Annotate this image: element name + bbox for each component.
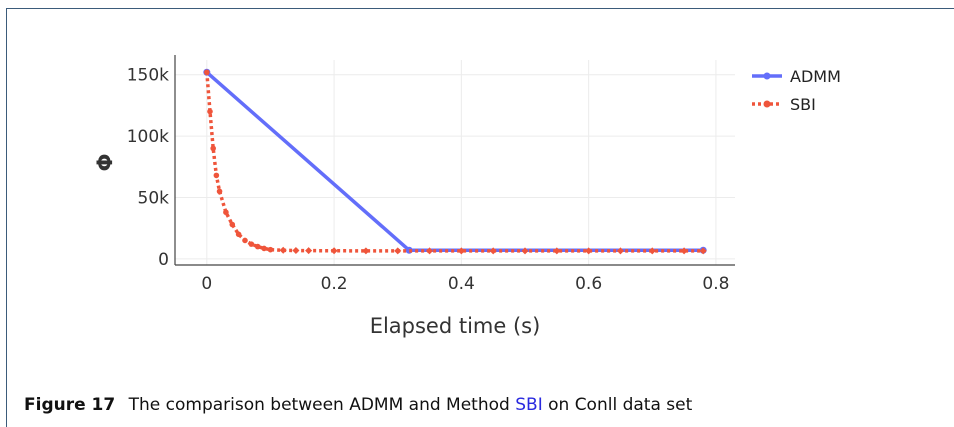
point-sbi-0 <box>204 69 210 76</box>
x-tick-label-0: 0 <box>201 274 212 294</box>
tick-labels: 0 0.2 0.4 0.6 0.8 0 50k 100k 150k <box>127 66 730 294</box>
point-sbi-14 <box>292 246 300 255</box>
point-sbi-6 <box>229 221 236 228</box>
legend-label-admm: ADMM <box>790 67 841 86</box>
point-sbi-5 <box>223 209 229 216</box>
x-tick-label-3: 0.6 <box>575 274 602 294</box>
point-sbi-4 <box>216 188 223 195</box>
point-sbi-28 <box>699 247 707 255</box>
point-sbi-23 <box>553 247 561 255</box>
point-sbi-22 <box>521 247 529 255</box>
y-tick-label-1: 50k <box>138 188 170 208</box>
point-sbi-21 <box>489 247 497 255</box>
figure-frame <box>6 8 954 427</box>
point-sbi-9 <box>248 241 255 247</box>
point-sbi-26 <box>648 247 656 255</box>
y-axis-title: Φ <box>93 154 117 172</box>
point-sbi-8 <box>242 237 248 244</box>
point-sbi-27 <box>680 247 688 255</box>
point-sbi-17 <box>362 247 370 255</box>
point-sbi-3 <box>213 172 220 179</box>
y-tick-label-0: 0 <box>158 250 169 270</box>
legend-label-sbi: SBI <box>790 95 816 114</box>
point-sbi-20 <box>457 247 465 255</box>
caption-text-before: The comparison between ADMM and Method <box>128 395 510 415</box>
point-sbi-24 <box>585 247 593 255</box>
point-sbi-2 <box>210 145 216 152</box>
y-tick-label-3: 150k <box>127 66 169 86</box>
point-sbi-10 <box>254 243 261 250</box>
point-sbi-11 <box>261 245 267 252</box>
caption-text-after: on Conll data set <box>548 395 693 415</box>
y-tick-label-2: 100k <box>127 127 169 147</box>
point-sbi-18 <box>394 247 402 255</box>
point-sbi-16 <box>330 247 338 255</box>
figure-caption: Figure 17 The comparison between ADMM an… <box>24 395 692 415</box>
axes <box>174 55 735 266</box>
x-tick-label-1: 0.2 <box>321 274 348 294</box>
point-sbi-15 <box>305 247 313 255</box>
line-chart: 0 0.2 0.4 0.6 0.8 0 50k 100k 150k Elapsed time (… <box>93 55 841 338</box>
grid <box>175 60 735 265</box>
legend-marker-admm <box>763 72 771 80</box>
x-tick-label-2: 0.4 <box>448 274 475 294</box>
point-sbi-12 <box>267 246 274 253</box>
series-line-admm <box>205 70 704 253</box>
x-axis-title: Elapsed time (s) <box>370 314 541 338</box>
point-sbi-13 <box>279 246 287 254</box>
point-sbi-19 <box>426 247 434 255</box>
point-sbi-1 <box>207 108 213 115</box>
point-sbi-25 <box>616 247 624 255</box>
caption-highlight-link[interactable]: SBI <box>515 395 543 415</box>
legend-marker-sbi <box>763 100 771 108</box>
figure-label: Figure 17 <box>24 395 116 415</box>
series-layer <box>203 68 707 255</box>
legend: ADMM SBI <box>752 67 841 114</box>
point-sbi-7 <box>235 231 242 238</box>
x-tick-label-4: 0.8 <box>702 274 729 294</box>
series-line-sbi <box>205 72 704 253</box>
